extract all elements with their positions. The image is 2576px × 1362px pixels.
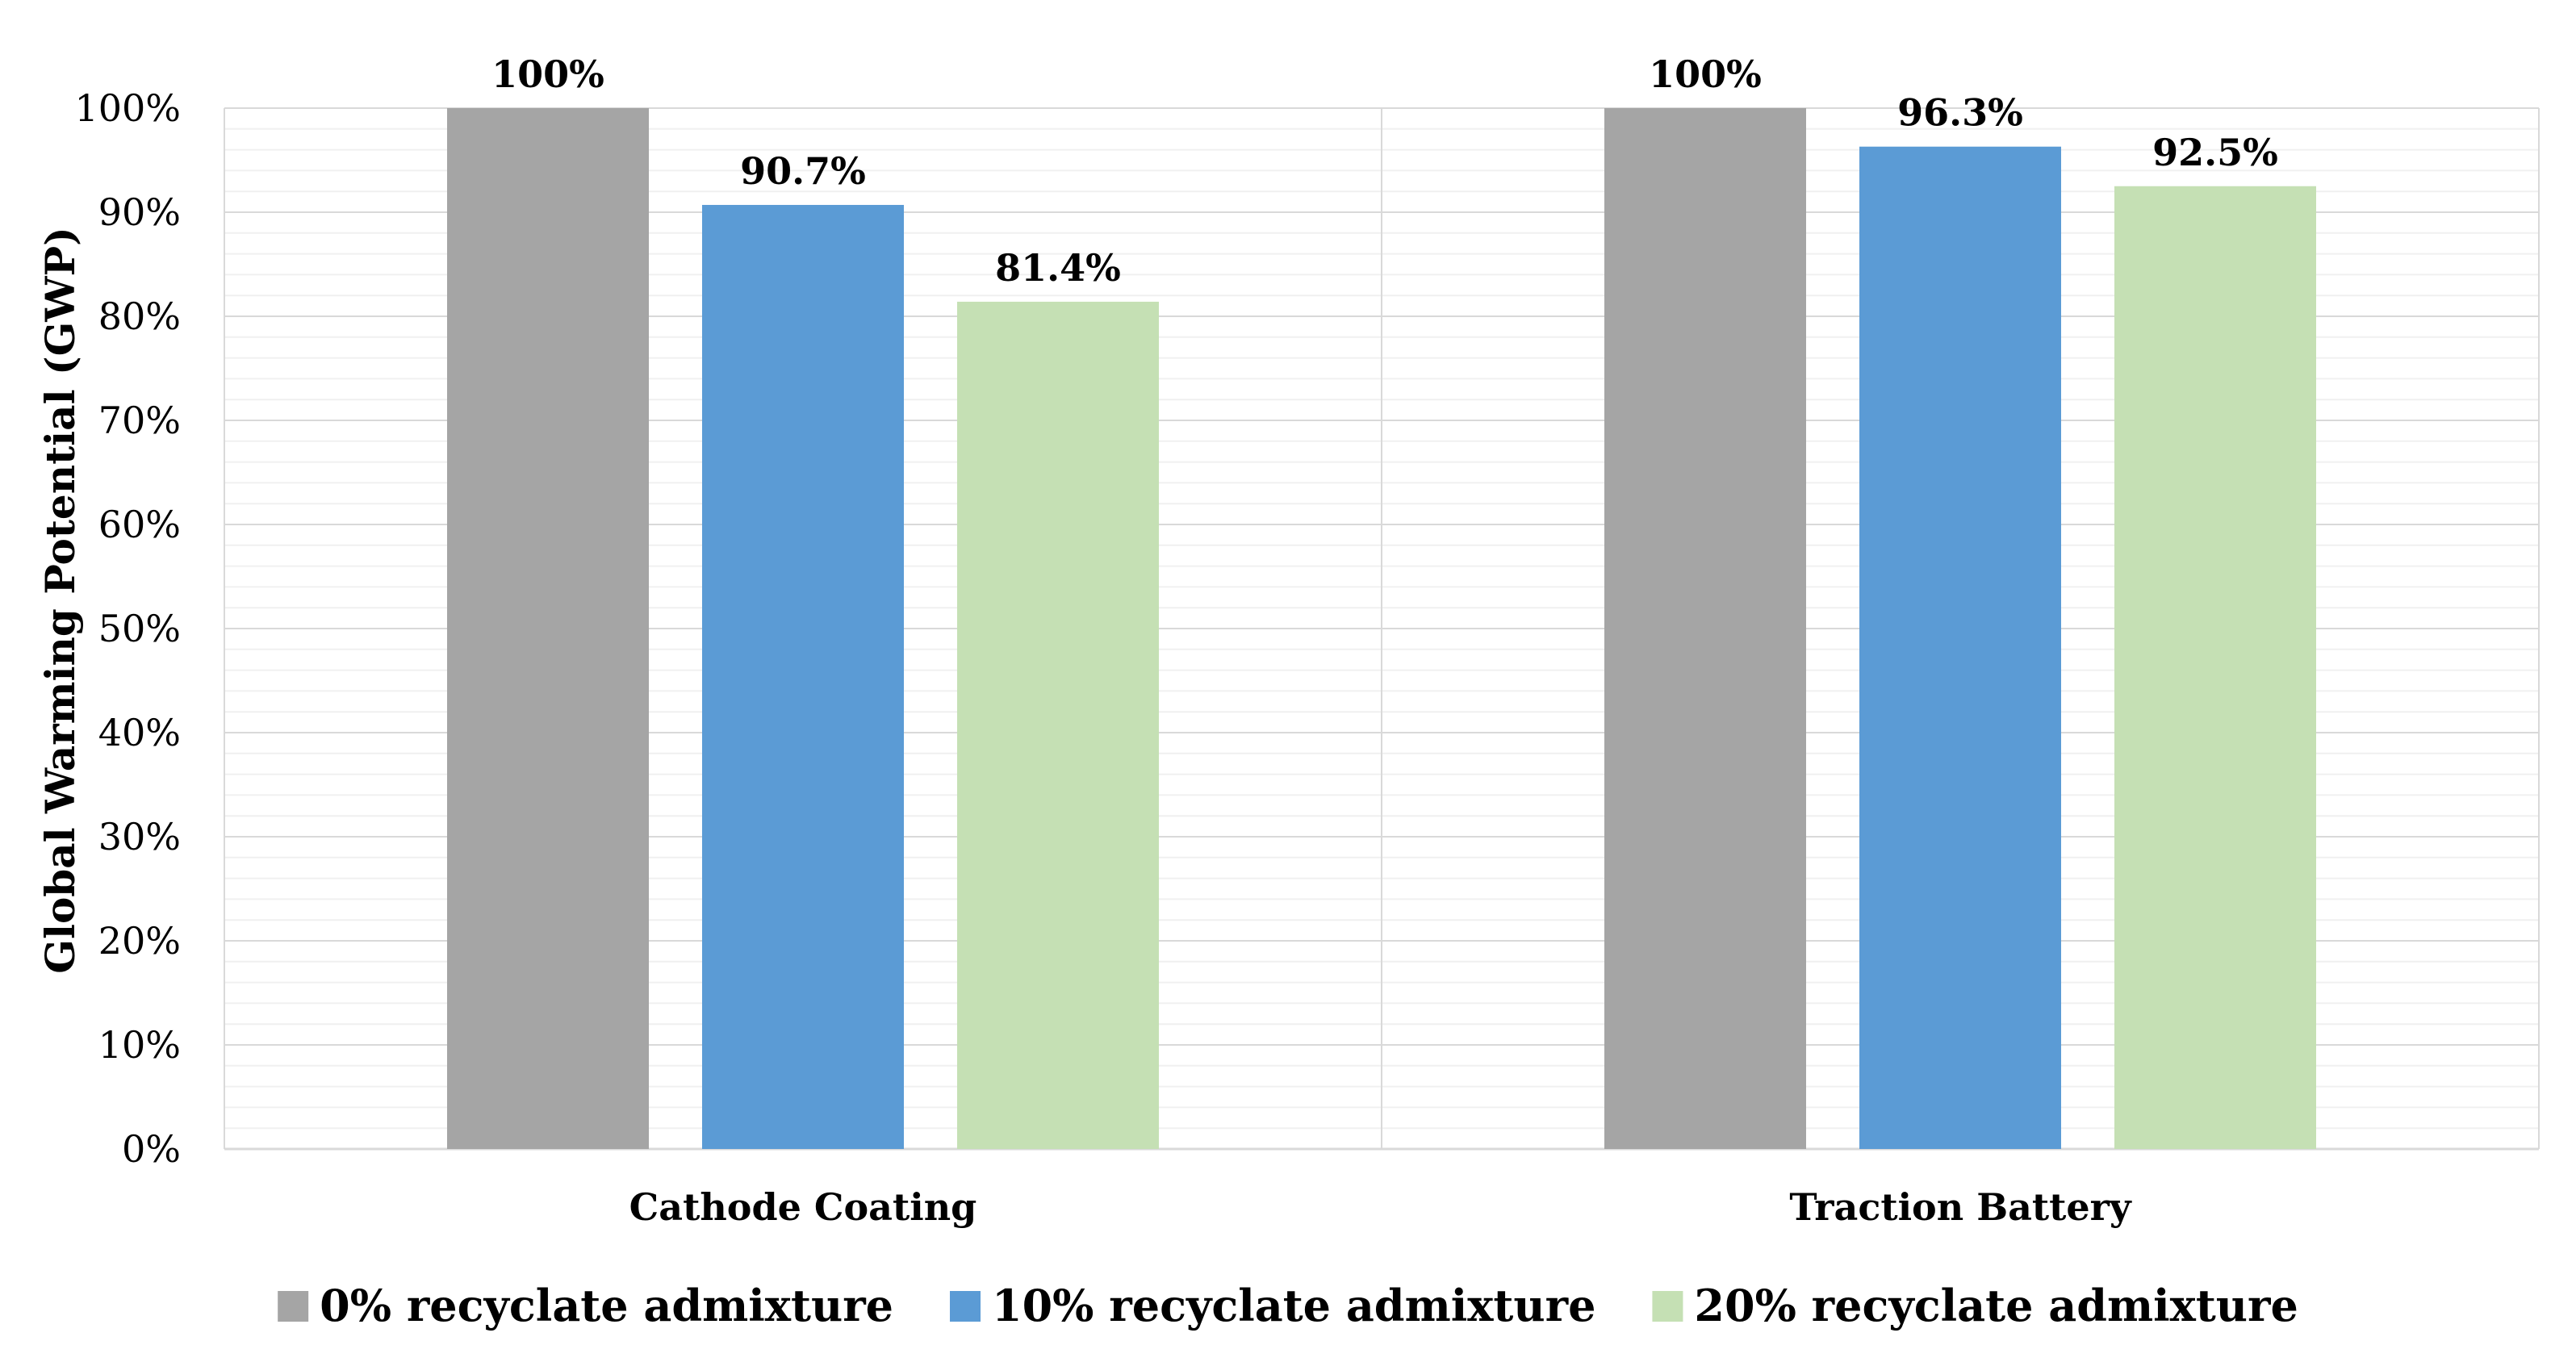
legend-label: 10% recyclate admixture	[992, 1280, 1595, 1331]
bar-0pct-traction-battery	[1604, 108, 1806, 1149]
data-label: 100%	[491, 52, 604, 96]
data-label: 90.7%	[740, 149, 866, 193]
y-axis-title: Global Warming Potential (GWP)	[36, 227, 84, 974]
bar-10pct-traction-battery	[1859, 146, 2061, 1150]
bars	[447, 108, 2316, 1150]
y-tick-label: 10%	[98, 1023, 181, 1067]
y-tick-label: 90%	[98, 190, 181, 234]
y-tick-label: 50%	[98, 607, 181, 650]
legend-swatch	[950, 1291, 981, 1322]
bar-0pct-cathode-coating	[447, 108, 649, 1149]
data-labels: 100% 90.7% 81.4% 100% 96.3% 92.5%	[491, 52, 2278, 290]
data-label: 81.4%	[995, 246, 1121, 290]
legend-label: 20% recyclate admixture	[1694, 1280, 2298, 1331]
bar-20pct-cathode-coating	[957, 301, 1159, 1150]
y-tick-label: 100%	[74, 86, 181, 130]
bar-20pct-traction-battery	[2114, 186, 2316, 1149]
y-tick-label: 20%	[98, 919, 181, 963]
x-category-label: Traction Battery	[1789, 1185, 2131, 1229]
legend-swatch	[1652, 1291, 1683, 1322]
x-category-labels: Cathode Coating Traction Battery	[629, 1185, 2132, 1229]
y-tick-label: 70%	[98, 399, 181, 442]
legend-swatch	[278, 1291, 309, 1322]
y-tick-label: 40%	[98, 711, 181, 754]
y-tick-label: 60%	[98, 503, 181, 546]
x-category-label: Cathode Coating	[629, 1185, 977, 1229]
legend: 0% recyclate admixture 10% recyclate admi…	[278, 1280, 2298, 1331]
y-tick-label: 0%	[122, 1127, 181, 1171]
data-label: 92.5%	[2152, 131, 2278, 174]
y-tick-label: 80%	[98, 295, 181, 338]
y-tick-label: 30%	[98, 815, 181, 859]
data-label: 100%	[1649, 52, 1762, 96]
y-tick-labels: 0% 10% 20% 30% 40% 50% 60% 70% 80% 90% 100%	[74, 86, 181, 1171]
bar-10pct-cathode-coating	[702, 204, 904, 1150]
data-label: 96.3%	[1897, 91, 2023, 135]
legend-label: 0% recyclate admixture	[320, 1280, 893, 1331]
